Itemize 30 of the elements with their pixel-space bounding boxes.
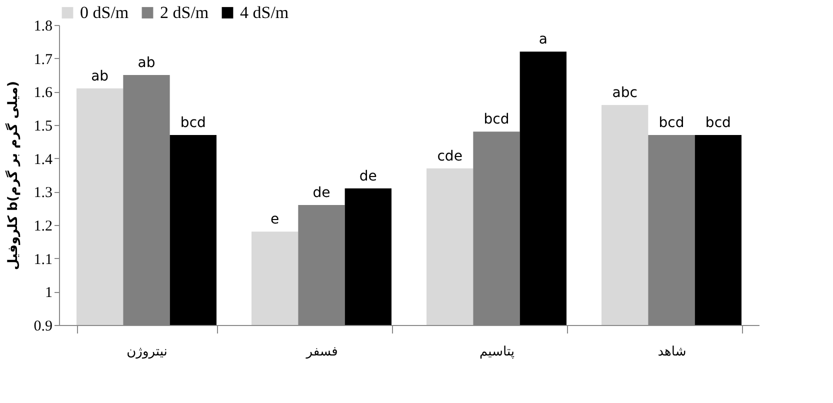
legend-label: 0 dS/m <box>80 2 129 22</box>
y-tick-label: 1.8 <box>34 18 52 34</box>
y-tick-label: 1.7 <box>34 52 53 68</box>
data-label: bcd <box>484 112 510 128</box>
legend-label: 4 dS/m <box>240 2 289 22</box>
data-label: a <box>538 32 548 48</box>
x-tick-label: فسفر <box>305 344 338 360</box>
x-tick-label: شاهد <box>658 344 686 360</box>
y-tick-label: 1.5 <box>34 118 52 134</box>
data-label: bcd <box>658 115 684 131</box>
data-label: bcd <box>705 115 731 131</box>
x-tick-label: پتاسیم <box>480 344 515 360</box>
data-label: abc <box>612 85 638 101</box>
y-axis-title: کلروفیل b(میلی گرم بر گرم) <box>4 81 21 270</box>
y-tick-label: 1.6 <box>34 85 53 102</box>
y-tick-label: 0.9 <box>34 318 52 334</box>
data-label: cde <box>437 148 462 164</box>
y-tick-label: 1.2 <box>34 218 52 234</box>
data-label: de <box>312 185 330 201</box>
data-label: de <box>359 168 377 184</box>
y-tick-label: 1 <box>45 285 52 302</box>
data-label: bcd <box>180 115 206 131</box>
y-tick-label: 1.4 <box>34 152 53 168</box>
data-label: ab <box>138 55 156 71</box>
x-tick-label: نیتروژن <box>126 344 168 360</box>
y-tick-label: 1.3 <box>34 185 52 202</box>
data-label: e <box>270 212 280 228</box>
y-tick-label: 1.1 <box>34 252 52 268</box>
data-label: ab <box>91 68 109 84</box>
legend-label: 2 dS/m <box>160 2 209 22</box>
